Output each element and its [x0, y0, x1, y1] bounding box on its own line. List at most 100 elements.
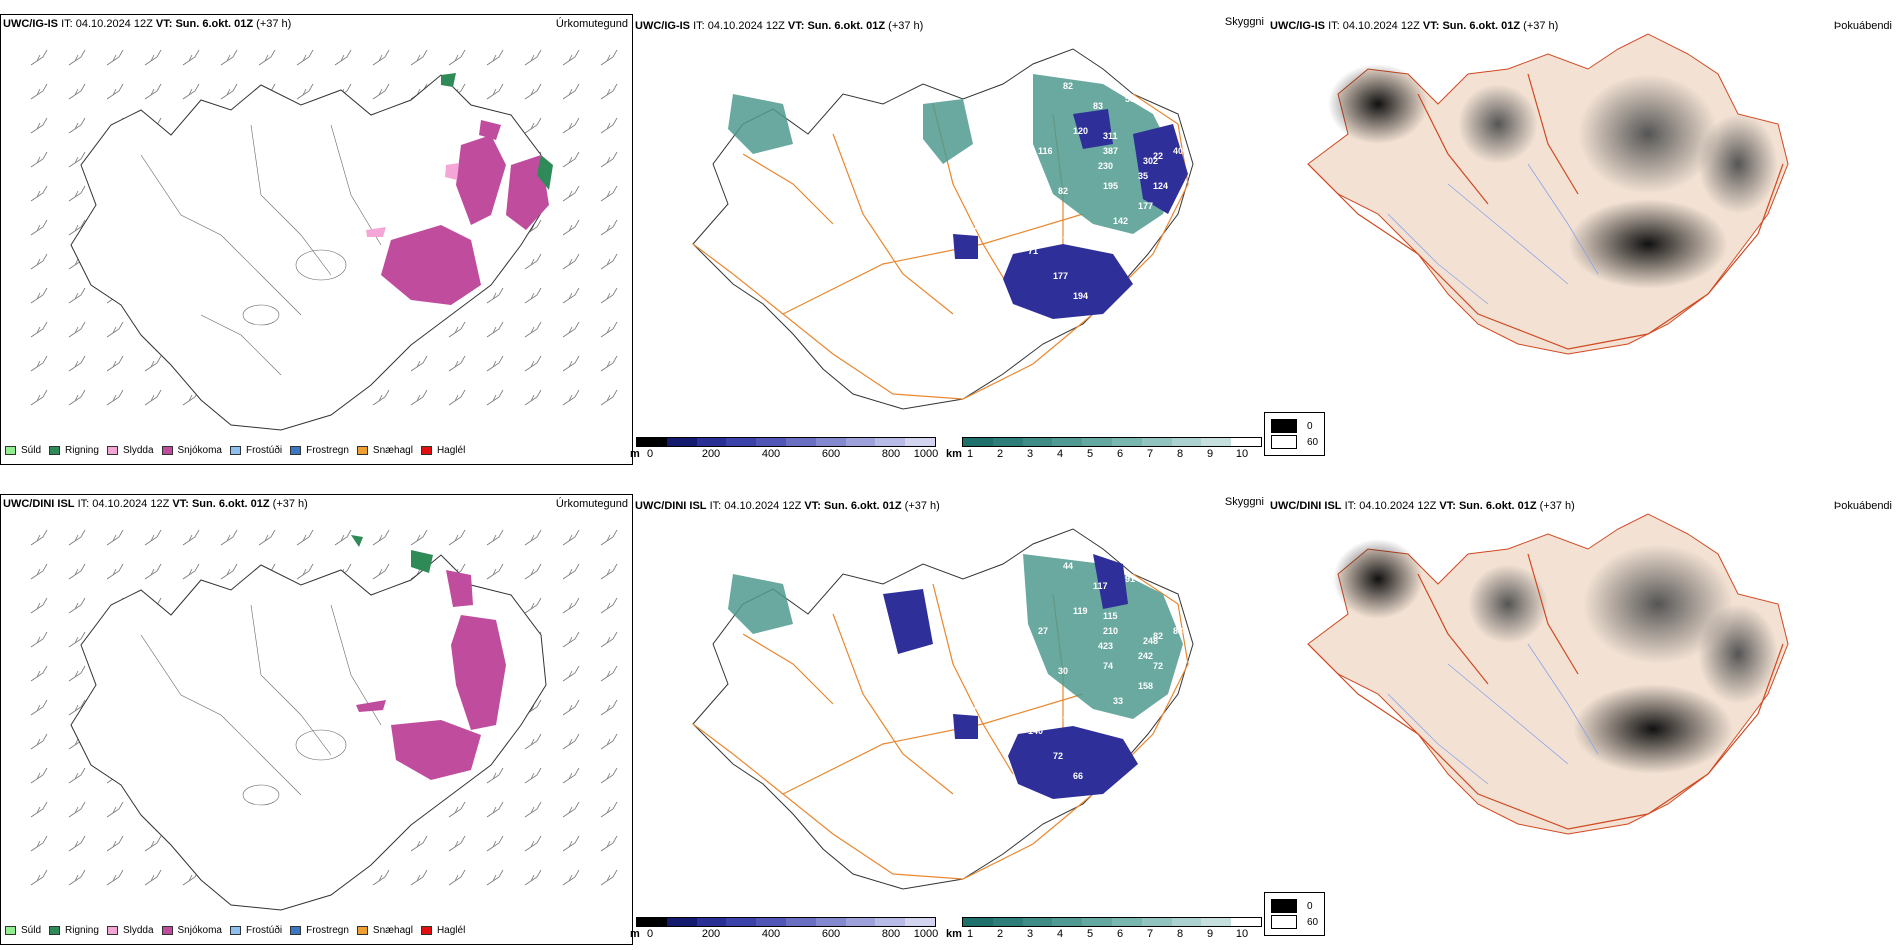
wind-barb [410, 869, 428, 886]
wind-barb [562, 49, 580, 66]
rivers [1387, 643, 1599, 785]
lead-time: (+37 h) [904, 500, 940, 512]
wind-barb [524, 49, 542, 66]
wind-barb [524, 389, 542, 406]
visibility-scale-labels: km 1 2 3 4 5 6 7 8 9 10 [946, 447, 1262, 461]
rain-areas [351, 535, 433, 573]
wind-barb [600, 869, 618, 886]
iceland-outline [70, 554, 547, 911]
wind-barb [448, 869, 466, 886]
wind-barb [30, 219, 48, 236]
vis-tick: 6 [1116, 448, 1124, 460]
wind-barb [562, 253, 580, 270]
fog-legend: 0 60 [1264, 412, 1326, 456]
wind-barb [220, 529, 238, 546]
ceiling-value-label: 177 [1138, 201, 1153, 211]
ceiling-value-label: 82 [1058, 186, 1068, 196]
it-value: 04.10.2024 12Z [707, 20, 785, 32]
ceiling-value-label: 66 [1073, 771, 1083, 781]
ceiling-value-label: 58 [1125, 94, 1135, 104]
panel-header: UWC/DINI ISL IT: 04.10.2024 12Z VT: Sun.… [1270, 500, 1575, 512]
wind-barb [410, 355, 428, 372]
panel-title: Úrkomutegund [555, 498, 628, 510]
vt-value: Sun. 6.okt. 01Z [191, 498, 270, 510]
panel-title: Skyggni [1224, 496, 1264, 508]
vis-tick: 9 [1206, 448, 1214, 460]
sleet-areas [366, 163, 459, 237]
wind-barb [30, 835, 48, 852]
fog-legend-row: 60 [1271, 435, 1318, 449]
wind-barb [562, 597, 580, 614]
height-tick: 600 [821, 448, 841, 460]
wind-barb [562, 219, 580, 236]
wind-barb [30, 151, 48, 168]
it-label: IT: [1328, 20, 1340, 32]
wind-barb [562, 287, 580, 304]
wind-barb [30, 869, 48, 886]
wind-barb [68, 219, 86, 236]
ceiling-value-label: 248 [1143, 636, 1158, 646]
legend-label: Frostúði [245, 445, 283, 456]
wind-barb [448, 355, 466, 372]
panel-header: UWC/DINI ISL IT: 04.10.2024 12Z VT: Sun.… [3, 498, 308, 510]
legend-label: Rigning [65, 925, 99, 936]
wind-barb [448, 529, 466, 546]
ceiling-value-label: 27 [1038, 626, 1048, 636]
vt-label: VT: [172, 498, 189, 510]
legend-item: Súld [5, 445, 41, 456]
wind-barb [562, 321, 580, 338]
legend-swatch [5, 926, 16, 935]
ceiling-value-label: 94 [1063, 234, 1073, 244]
wind-barb [524, 801, 542, 818]
legend-swatch [290, 926, 302, 935]
legend-label: Súld [21, 925, 42, 936]
wind-barb [68, 287, 86, 304]
ceiling-value-label: 74 [1103, 241, 1113, 251]
wind-barb [600, 151, 618, 168]
wind-barb [562, 563, 580, 580]
legend-label: Snæhagl [372, 445, 413, 456]
fog-legend-row: 0 [1271, 419, 1318, 433]
legend-item: Frostúði [229, 445, 283, 456]
wind-barb [562, 117, 580, 134]
road-network [692, 573, 1189, 880]
legend-swatch [356, 926, 368, 935]
wind-barb [524, 117, 542, 134]
legend-item: Slydda [106, 925, 154, 936]
vis-tick: 8 [1176, 448, 1184, 460]
wind-barb [562, 355, 580, 372]
vis-unit: km [946, 928, 962, 940]
wind-barb [486, 49, 504, 66]
wind-barb [600, 355, 618, 372]
legend-item: Snæhagl [356, 925, 413, 936]
lead-time: (+37 h) [1523, 20, 1559, 32]
wind-barb [562, 389, 580, 406]
vis-tick: 3 [1026, 928, 1034, 940]
wind-barb [486, 767, 504, 784]
vis-tick: 1 [966, 928, 974, 940]
legend-swatch [356, 446, 368, 455]
wind-barb [30, 253, 48, 270]
legend-swatch [106, 926, 118, 935]
wind-barb [30, 287, 48, 304]
vt-value: Sun. 6.okt. 01Z [175, 18, 254, 30]
wind-barb [600, 767, 618, 784]
wind-barb [30, 665, 48, 682]
fog-panel-row1: UWC/IG-IS IT: 04.10.2024 12Z VT: Sun. 6.… [1268, 14, 1900, 465]
height-scale-cells [636, 437, 936, 447]
ceiling-value-label: 124 [1153, 181, 1168, 191]
wind-barb [524, 733, 542, 750]
legend-label: Snæhagl [372, 925, 413, 936]
visibility-scale-labels: km 1 2 3 4 5 6 7 8 9 10 [946, 927, 1262, 941]
wind-barb [30, 801, 48, 818]
wind-barb [524, 563, 542, 580]
fog-swatch [1271, 419, 1297, 433]
wind-barb [30, 563, 48, 580]
vis-teal-areas [728, 554, 1183, 719]
roads [1307, 553, 1784, 830]
wind-barb [30, 49, 48, 66]
wind-barb [296, 529, 314, 546]
wind-barb [562, 185, 580, 202]
wind-barb [524, 83, 542, 100]
wind-barb [68, 49, 86, 66]
